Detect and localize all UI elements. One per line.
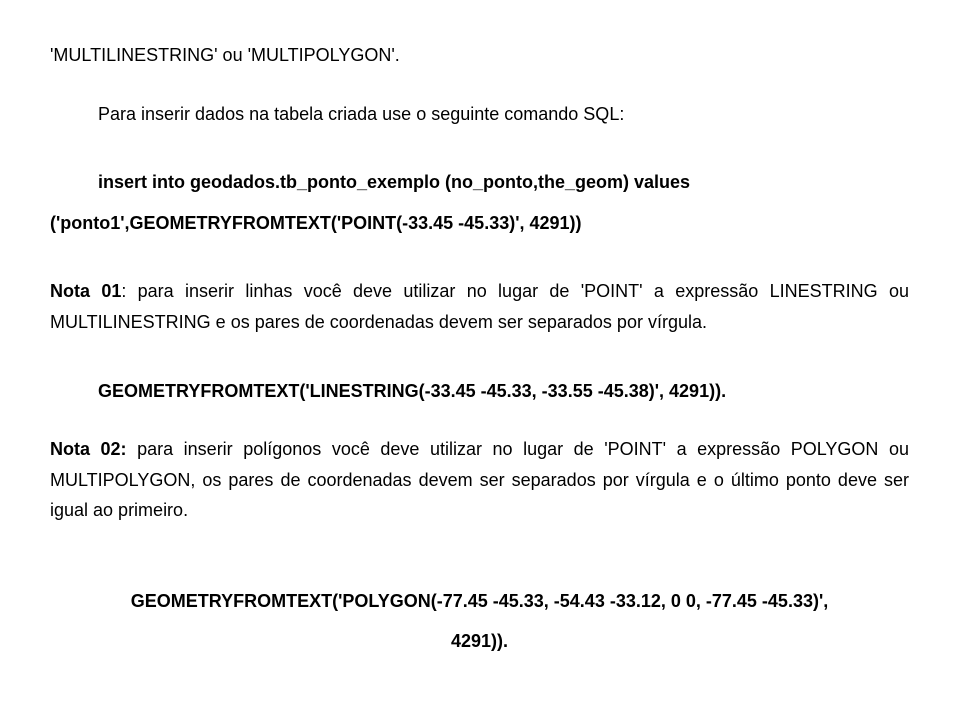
text-line-types: 'MULTILINESTRING' ou 'MULTIPOLYGON'. (50, 40, 909, 71)
nota-01-label: Nota 01 (50, 281, 121, 301)
text-insert-intro: Para inserir dados na tabela criada use … (50, 99, 909, 130)
nota-01-paragraph: Nota 01: para inserir linhas você deve u… (50, 276, 909, 337)
nota-02-text: para inserir polígonos você deve utiliza… (50, 439, 909, 520)
code-insert-line2: ('ponto1',GEOMETRYFROMTEXT('POINT(-33.45… (50, 208, 909, 239)
nota-02-paragraph: Nota 02: para inserir polígonos você dev… (50, 434, 909, 526)
code-polygon-line1: GEOMETRYFROMTEXT('POLYGON(-77.45 -45.33,… (131, 591, 829, 611)
code-linestring: GEOMETRYFROMTEXT('LINESTRING(-33.45 -45.… (50, 376, 909, 407)
code-insert-line1: insert into geodados.tb_ponto_exemplo (n… (50, 167, 909, 198)
nota-02-label: Nota 02: (50, 439, 127, 459)
nota-01-text: : para inserir linhas você deve utilizar… (50, 281, 909, 332)
code-polygon-line2: 4291)). (451, 631, 508, 651)
code-polygon: GEOMETRYFROMTEXT('POLYGON(-77.45 -45.33,… (50, 582, 909, 661)
